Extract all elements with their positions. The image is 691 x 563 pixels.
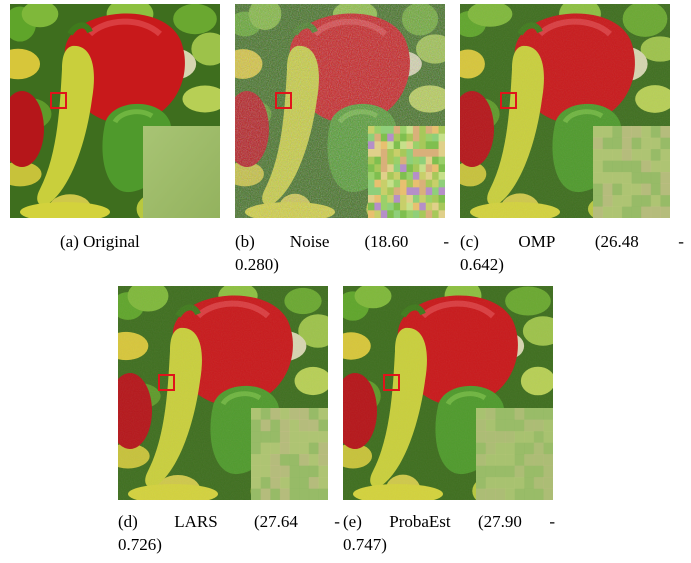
peppers-scene — [343, 286, 553, 500]
caption-a-text: (a) Original — [60, 232, 140, 251]
zoom-inset — [593, 126, 670, 218]
caption-b-ssim: 0.280) — [235, 255, 279, 274]
caption-e-ssim: 0.747) — [343, 535, 387, 554]
long-pepper — [37, 45, 94, 206]
caption-c-dash: - — [678, 232, 684, 251]
red-pepper — [64, 13, 185, 125]
caption-b-label: (b) — [235, 232, 255, 251]
highlight-box — [275, 92, 292, 109]
zoom-inset — [368, 126, 445, 218]
image-probaest — [343, 286, 553, 500]
caption-d-psnr: (27.64 — [254, 512, 298, 531]
caption-a: (a) Original — [60, 230, 200, 253]
peppers-scene — [118, 286, 328, 500]
caption-e-label: (e) — [343, 512, 362, 531]
caption-c-label: (c) — [460, 232, 479, 251]
caption-e-method: ProbaEst — [389, 512, 451, 531]
caption-e: (e) ProbaEst (27.90 - 0.747) — [343, 510, 555, 556]
highlight-box — [158, 374, 175, 391]
caption-c-method: OMP — [518, 232, 556, 251]
image-original — [10, 4, 220, 218]
image-noise — [235, 4, 445, 218]
highlight-box — [50, 92, 67, 109]
image-omp — [460, 4, 670, 218]
peppers-scene — [235, 4, 445, 218]
caption-b-dash: - — [443, 232, 449, 251]
zoom-inset — [476, 408, 553, 500]
caption-b: (b) Noise (18.60 - 0.280) — [235, 230, 449, 276]
highlight-box — [500, 92, 517, 109]
caption-d-label: (d) — [118, 512, 138, 531]
caption-b-psnr: (18.60 — [364, 232, 409, 251]
caption-d-dash: - — [334, 512, 340, 531]
image-lars — [118, 286, 328, 500]
caption-c-psnr: (26.48 — [594, 232, 639, 251]
caption-e-dash: - — [549, 512, 555, 531]
caption-d-method: LARS — [174, 512, 218, 531]
caption-e-psnr: (27.90 — [478, 512, 522, 531]
highlight-box — [383, 374, 400, 391]
peppers-scene — [460, 4, 670, 218]
caption-d: (d) LARS (27.64 - 0.726) — [118, 510, 340, 556]
zoom-inset — [143, 126, 220, 218]
caption-b-method: Noise — [289, 232, 330, 251]
caption-c: (c) OMP (26.48 - 0.642) — [460, 230, 684, 276]
caption-d-ssim: 0.726) — [118, 535, 162, 554]
peppers-scene — [10, 4, 220, 218]
caption-c-ssim: 0.642) — [460, 255, 504, 274]
zoom-inset — [251, 408, 328, 500]
